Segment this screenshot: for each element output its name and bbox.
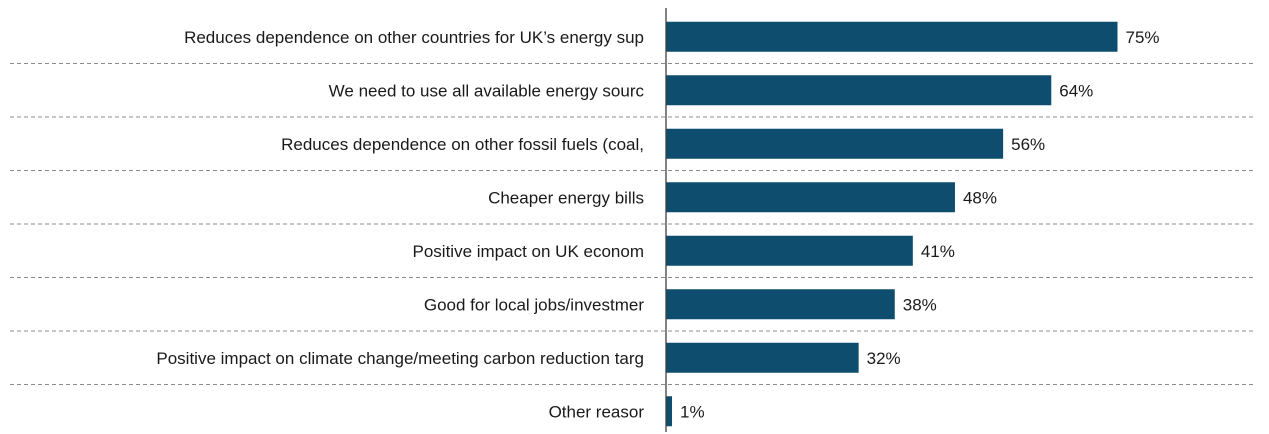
category-label: Reduces dependence on other fossil fuels… <box>281 135 644 154</box>
category-label: Reduces dependence on other countries fo… <box>184 28 644 47</box>
value-label: 64% <box>1059 81 1093 100</box>
bar <box>666 289 895 320</box>
bar <box>666 75 1052 106</box>
bar <box>666 342 859 373</box>
value-label: 32% <box>867 349 901 368</box>
category-label: We need to use all available energy sour… <box>329 81 645 100</box>
bar <box>666 235 913 266</box>
category-label: Positive impact on UK econom <box>413 242 645 261</box>
value-label: 56% <box>1011 135 1045 154</box>
value-label: 38% <box>903 295 937 314</box>
value-label: 1% <box>680 402 705 421</box>
bar <box>666 128 1004 159</box>
value-labels: 75% 64% 56% 48% 41% 38% 32% 1% <box>680 28 1160 422</box>
category-label: Cheaper energy bills <box>488 188 644 207</box>
bar <box>666 21 1118 52</box>
bar <box>666 396 673 427</box>
category-label: Other reasor <box>549 402 645 421</box>
row-separators <box>10 63 1255 385</box>
value-label: 41% <box>921 242 955 261</box>
value-label: 75% <box>1126 28 1160 47</box>
bar <box>666 182 955 213</box>
category-label: Positive impact on climate change/meetin… <box>156 349 644 368</box>
value-label: 48% <box>963 188 997 207</box>
category-label: Good for local jobs/investmer <box>424 295 644 314</box>
category-labels: Reduces dependence on other countries fo… <box>156 28 644 422</box>
bars <box>666 21 1118 427</box>
